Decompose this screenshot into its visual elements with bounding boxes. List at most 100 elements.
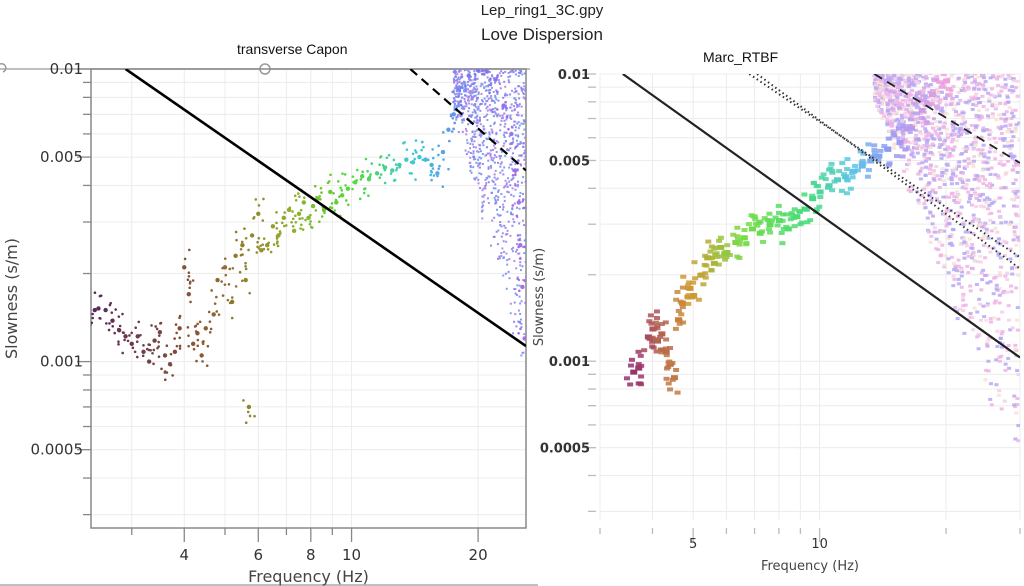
cloud-cell	[940, 167, 945, 171]
cloud-cell	[457, 102, 460, 105]
cloud-cell	[998, 256, 1003, 260]
cloud-cell	[508, 64, 510, 66]
cloud-cell	[941, 140, 946, 144]
data-point-spread	[155, 327, 159, 331]
data-point-spread	[294, 214, 297, 218]
cloud-cell	[483, 86, 486, 89]
cloud-cell	[504, 233, 507, 236]
cloud-cell	[967, 197, 972, 201]
cloud-cell	[950, 125, 955, 129]
data-point-spread	[692, 276, 699, 281]
cloud-cell	[873, 69, 877, 72]
corner-handle[interactable]	[0, 62, 7, 73]
cloud-cell	[922, 137, 927, 141]
cloud-cell	[960, 111, 965, 115]
data-point-spread	[820, 172, 827, 177]
cloud-cell	[505, 131, 508, 134]
cloud-cell	[889, 106, 894, 110]
cloud-cell	[512, 246, 515, 249]
cloud-cell	[987, 203, 992, 207]
cloud-cell	[939, 153, 944, 157]
cloud-cell	[928, 171, 933, 175]
cloud-cell	[986, 369, 991, 373]
cloud-cell	[887, 99, 892, 103]
data-point-spread	[522, 198, 525, 201]
cloud-cell	[491, 131, 494, 134]
cloud-cell	[494, 169, 497, 172]
cloud-cell	[958, 242, 963, 246]
cloud-cell	[961, 295, 966, 299]
cloud-cell	[928, 146, 933, 150]
cloud-cell	[937, 101, 942, 105]
cloud-cell	[897, 131, 902, 135]
data-point-spread	[756, 220, 763, 225]
data-point-spread	[791, 207, 798, 212]
data-point-spread	[702, 253, 709, 258]
cloud-cell	[484, 103, 487, 106]
cloud-cell	[469, 142, 472, 145]
data-point	[390, 168, 395, 173]
cloud-cell	[919, 67, 923, 70]
data-point-spread	[228, 267, 232, 271]
cloud-cell	[986, 339, 991, 343]
cloud-cell	[1006, 128, 1011, 132]
data-point-spread	[680, 320, 687, 325]
cloud-cell	[882, 66, 886, 69]
cloud-cell	[922, 68, 926, 71]
cloud-cell	[895, 104, 900, 108]
cloud-cell	[456, 114, 459, 117]
cloud-cell	[999, 186, 1004, 190]
cloud-cell	[939, 106, 944, 110]
cloud-cell	[490, 95, 493, 98]
cloud-cell	[490, 156, 493, 159]
data-point-spread	[134, 326, 137, 330]
data-point-spread	[743, 241, 750, 246]
cloud-cell	[924, 148, 929, 152]
cloud-cell	[462, 80, 465, 83]
energy-cloud	[872, 66, 1020, 443]
data-point-spread	[152, 362, 155, 366]
cloud-cell	[473, 81, 476, 84]
cloud-cell	[454, 95, 457, 98]
cloud-cell	[934, 165, 939, 169]
cloud-cell	[985, 281, 990, 285]
cloud-cell	[472, 152, 475, 155]
cloud-cell	[510, 103, 513, 106]
data-point-spread	[893, 154, 900, 159]
cloud-cell	[468, 114, 471, 117]
data-point	[397, 162, 402, 168]
data-point-spread	[779, 218, 786, 223]
cloud-cell	[970, 256, 975, 260]
cloud-cell	[904, 94, 909, 98]
cloud-cell	[515, 293, 518, 296]
cloud-cell	[898, 74, 903, 78]
data-point	[146, 359, 152, 364]
cloud-cell	[961, 292, 966, 296]
cloud-cell	[993, 150, 998, 154]
cloud-cell	[503, 64, 505, 66]
cloud-cell	[974, 83, 979, 87]
cloud-cell	[951, 129, 956, 133]
data-point-spread	[248, 414, 252, 418]
cloud-cell	[962, 240, 967, 244]
data-point-spread	[344, 199, 348, 202]
cloud-cell	[1015, 328, 1020, 332]
data-point-spread	[451, 116, 455, 120]
cloud-cell	[950, 122, 955, 126]
cloud-cell	[907, 93, 912, 97]
cloud-cell	[952, 199, 957, 203]
cloud-cell	[996, 317, 1001, 321]
data-point	[635, 365, 643, 371]
cloud-cell	[465, 129, 468, 132]
cloud-cell	[949, 147, 954, 151]
cloud-cell	[897, 70, 901, 73]
cloud-cell	[1003, 124, 1008, 128]
cloud-cell	[1012, 67, 1016, 70]
cloud-cell	[880, 74, 885, 78]
cloud-cell	[508, 277, 511, 280]
cloud-cell	[881, 86, 886, 90]
data-point-spread	[299, 208, 303, 212]
cloud-cell	[959, 67, 963, 70]
data-point-spread	[284, 224, 288, 227]
data-point-spread	[208, 331, 212, 334]
